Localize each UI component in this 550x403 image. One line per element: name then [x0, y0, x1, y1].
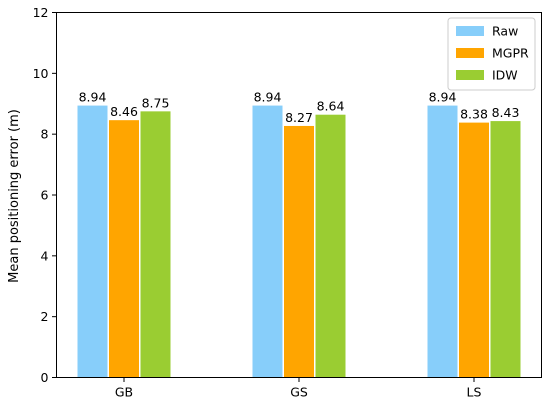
- y-axis: 0 2 4 6 8 10 12: [33, 5, 57, 385]
- bar-idw-gs: [315, 114, 346, 378]
- legend-swatch-idw: [456, 70, 484, 80]
- data-labels-layer: 8.948.468.75 8.948.278.648.948.38 8.43: [79, 90, 520, 125]
- data-label: 8.94: [79, 90, 107, 105]
- bar-idw-gb: [140, 111, 171, 378]
- bar-mgpr-ls: [459, 122, 489, 378]
- bar-idw-ls: [490, 121, 521, 378]
- x-tick-label: GS: [290, 385, 308, 400]
- x-tick-label: GB: [115, 385, 133, 400]
- data-label: 8.46: [110, 104, 138, 119]
- y-axis-title: Mean positioning error (m): [7, 109, 22, 283]
- data-label: 8.94: [254, 90, 282, 105]
- data-label: 8.75: [142, 95, 170, 110]
- bar-raw-gb: [77, 105, 108, 378]
- x-tick-label: LS: [467, 385, 482, 400]
- y-tick-label: 10: [33, 66, 49, 81]
- legend-label-mgpr: MGPR: [492, 46, 529, 61]
- y-tick-label: 4: [41, 248, 49, 263]
- x-axis: GB GS LS: [115, 377, 482, 400]
- legend-swatch-raw: [456, 26, 484, 36]
- data-label: 8.94: [429, 90, 457, 105]
- plot-frame: [56, 12, 542, 378]
- bar-raw-gs: [252, 105, 283, 378]
- data-label: 8.38: [460, 107, 488, 122]
- legend-label-raw: Raw: [492, 24, 518, 39]
- bars-layer: [77, 105, 521, 378]
- y-tick-label: 0: [41, 370, 49, 385]
- data-label: 8.43: [492, 105, 520, 120]
- legend-swatch-mgpr: [456, 48, 484, 58]
- legend: Raw MGPR IDW: [447, 17, 536, 91]
- bar-raw-ls: [427, 105, 458, 378]
- bar-mgpr-gb: [109, 120, 139, 378]
- bar-mgpr-gs: [284, 125, 314, 378]
- y-tick-label: 6: [41, 188, 49, 203]
- y-axis-title-group: Mean positioning error (m): [7, 109, 22, 283]
- data-label: 8.64: [317, 99, 345, 114]
- legend-label-idw: IDW: [492, 68, 518, 83]
- y-tick-label: 8: [41, 127, 49, 142]
- y-tick-label: 12: [33, 5, 49, 20]
- data-label: 8.27: [285, 110, 313, 125]
- y-tick-label: 2: [41, 309, 49, 324]
